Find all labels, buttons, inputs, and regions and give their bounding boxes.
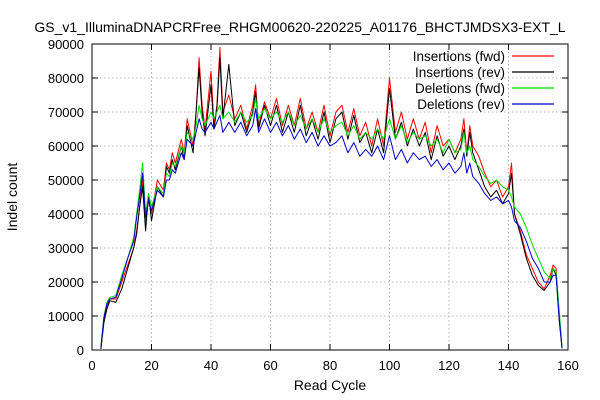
series-line-deletions-rev [100,108,563,349]
y-tick-label: 0 [77,343,84,358]
y-tick-label: 20000 [48,275,84,290]
x-tick-label: 20 [144,358,158,373]
grid [92,44,568,350]
legend-label: Insertions (rev) [415,65,505,80]
y-tick-label: 30000 [48,241,84,256]
x-tick-label: 0 [88,358,95,373]
legend-label: Deletions (rev) [417,97,505,112]
series-lines [100,46,563,350]
x-tick-label: 100 [379,358,401,373]
x-tick-label: 40 [204,358,218,373]
x-tick-label: 60 [263,358,277,373]
y-tick-label: 70000 [48,105,84,120]
x-axis-title: Read Cycle [294,377,367,393]
x-tick-label: 160 [557,358,579,373]
y-tick-label: 10000 [48,309,84,324]
y-tick-label: 90000 [48,37,84,52]
y-tick-label: 40000 [48,207,84,222]
y-tick-label: 60000 [48,139,84,154]
x-tick-label: 120 [438,358,460,373]
x-tick-label: 140 [498,358,520,373]
legend-label: Insertions (fwd) [413,49,505,64]
x-tick-label: 80 [323,358,337,373]
legend-label: Deletions (fwd) [415,81,505,96]
axis-ticks: 0 10000 20000 30000 40000 50000 60000 70000 8000… [48,37,579,373]
series-line-deletions-fwd [100,97,563,347]
y-axis-title: Indel count [4,163,20,232]
series-line-insertions-rev [100,57,563,350]
y-tick-label: 80000 [48,71,84,86]
legend: Insertions (fwd)Insertions (rev)Deletion… [413,49,554,112]
chart-title: GS_v1_IlluminaDNAPCRFree_RHGM00620-22022… [34,19,565,35]
y-tick-label: 50000 [48,173,84,188]
